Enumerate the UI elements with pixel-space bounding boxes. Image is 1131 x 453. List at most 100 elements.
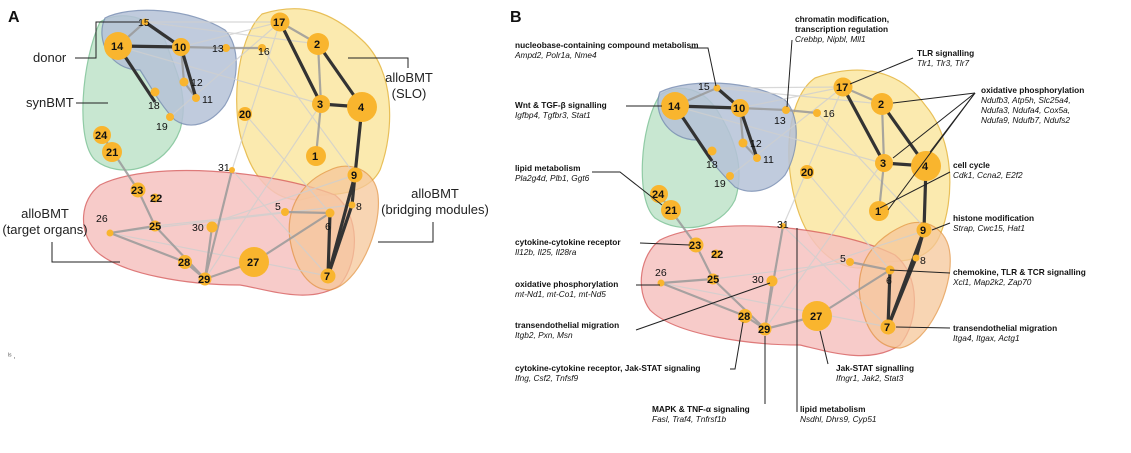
node-a-21 [102,142,122,162]
node-b-3 [875,154,893,172]
node-a-24-label: 24 [95,130,108,142]
leader-transendo2 [895,326,951,329]
panel-b-node-labels: 1 2 3 4 5 6 7 8 9 10 11 12 13 14 15 16 1… [652,81,929,336]
footnote-mark: ᴵˢ , [8,353,15,360]
leader-histone [931,222,951,231]
node-b-27 [802,301,832,331]
anno-histone-title: histone modification [953,213,1034,223]
node-a-9-label: 9 [351,170,357,182]
node-a-30-label: 30 [192,222,204,234]
label-allobmt-target-2: (target organs) [2,222,87,237]
anno-cytokine-title: cytokine-cytokine receptor [515,237,621,247]
node-a-10-label: 10 [174,42,186,54]
node-b-30-label: 30 [752,274,764,286]
leader-slo [348,57,409,68]
node-a-23-label: 23 [131,185,143,197]
node-b-10 [731,99,749,117]
node-b-11 [753,154,761,162]
anno-tlr-genes: Tlr1, Tlr3, Tlr7 [917,58,969,68]
node-b-31 [780,223,786,229]
leader-tlr [849,57,914,85]
anno-chemokine-title: chemokine, TLR & TCR signalling [953,267,1086,277]
node-b-25-label: 25 [707,274,719,286]
panel-a-letter: A [8,9,20,26]
label-allobmt-bridging-2: (bridging modules) [381,202,489,217]
node-a-1 [306,146,326,166]
node-b-9-label: 9 [920,225,926,237]
node-b-18-label: 18 [706,159,718,171]
anno-chemokine-genes: Xcl1, Map2k2, Zap70 [952,277,1032,287]
node-b-13-label: 13 [774,115,786,127]
node-a-20-label: 20 [239,109,251,121]
node-b-19-label: 19 [714,178,726,190]
node-a-6-label: 6 [325,221,331,233]
node-b-31-label: 31 [777,219,789,231]
panel-b-annotations: nucleobase-containing compound metabolis… [514,14,1086,424]
anno-nucleobase-genes: Ampd2, Polr1a, Nme4 [514,50,597,60]
node-b-4-label: 4 [922,161,929,173]
node-b-2 [871,93,893,115]
node-a-28 [178,255,192,269]
node-a-17-label: 17 [273,17,285,29]
anno-transendo1-genes: Itgb2, Pxn, Msn [515,330,573,340]
leader-transendo1 [635,282,771,331]
anno-transendo2-title: transendothelial migration [953,323,1057,333]
node-a-7 [320,268,336,284]
anno-histone-genes: Strap, Cwc15, Hat1 [953,223,1025,233]
node-a-18-label: 18 [148,100,160,112]
node-b-23 [688,237,704,253]
node-b-3-label: 3 [880,158,886,170]
node-b-28 [738,309,752,323]
node-b-7 [880,319,896,335]
node-b-8 [912,254,920,262]
donor-module-hull [101,9,237,126]
node-a-8 [348,201,356,209]
anno-mapk-genes: Fasl, Traf4, Tnfrsf1b [652,414,726,424]
leader-lipid1 [592,171,663,206]
node-b-6-label: 6 [886,275,892,287]
node-a-16-label: 16 [258,46,270,58]
anno-wnt-genes: Igfbp4, Tgfbr3, Stat1 [515,110,591,120]
node-a-14 [104,32,132,60]
node-a-19-label: 19 [156,121,168,133]
node-a-5 [281,208,289,216]
node-b-16 [813,109,821,117]
leader-donor [75,21,140,59]
b-target-organs-module-hull [640,225,916,357]
leader-bridging [378,222,434,243]
anno-tlr-title: TLR signalling [917,48,974,58]
anno-lipid1-genes: Pla2g4d, Plb1, Ggt6 [515,173,590,183]
node-b-12 [738,138,748,148]
node-a-3-label: 3 [317,99,323,111]
panel-a-callouts: donor synBMT alloBMT (SLO) alloBMT (brid… [2,21,489,360]
node-b-22-label: 22 [711,249,723,261]
node-a-26 [106,229,114,237]
node-b-2-label: 2 [878,99,884,111]
node-a-20 [238,107,252,121]
leader-chemokine [889,269,951,274]
anno-cytokine-jak-title: cytokine-cytokine receptor, Jak-STAT sig… [515,363,701,373]
node-a-21-label: 21 [106,147,118,159]
leader-nucleobase [690,47,717,87]
anno-cellcycle-title: cell cycle [953,160,990,170]
leader-cytokine-jak [730,321,744,370]
anno-transendo1-title: transendothelial migration [515,320,619,330]
node-b-17-label: 17 [836,82,848,94]
panel-b-letter: B [510,9,522,26]
node-b-19 [726,172,734,180]
anno-oxphos2-genes-2: Ndufa3, Ndufa4, Cox5a, [981,105,1070,115]
node-a-31-label: 31 [218,162,230,174]
node-b-13 [782,106,790,114]
anno-oxphos2-genes-1: Ndufb3, Atp5h, Slc25a4, [981,95,1071,105]
node-b-30 [766,275,778,287]
node-b-29 [758,322,772,336]
node-b-5 [846,258,854,266]
node-b-9 [916,222,932,238]
anno-oxphos2-genes-3: Ndufa9, Ndufb7, Ndufs2 [981,115,1070,125]
anno-wnt-title: Wnt & TGF-β signalling [515,100,607,110]
node-b-20 [800,165,814,179]
node-b-24-label: 24 [652,189,665,201]
anno-cytokine-genes: Il12b, Il25, Il28ra [515,247,577,257]
label-allobmt-bridging-1: alloBMT [411,186,459,201]
